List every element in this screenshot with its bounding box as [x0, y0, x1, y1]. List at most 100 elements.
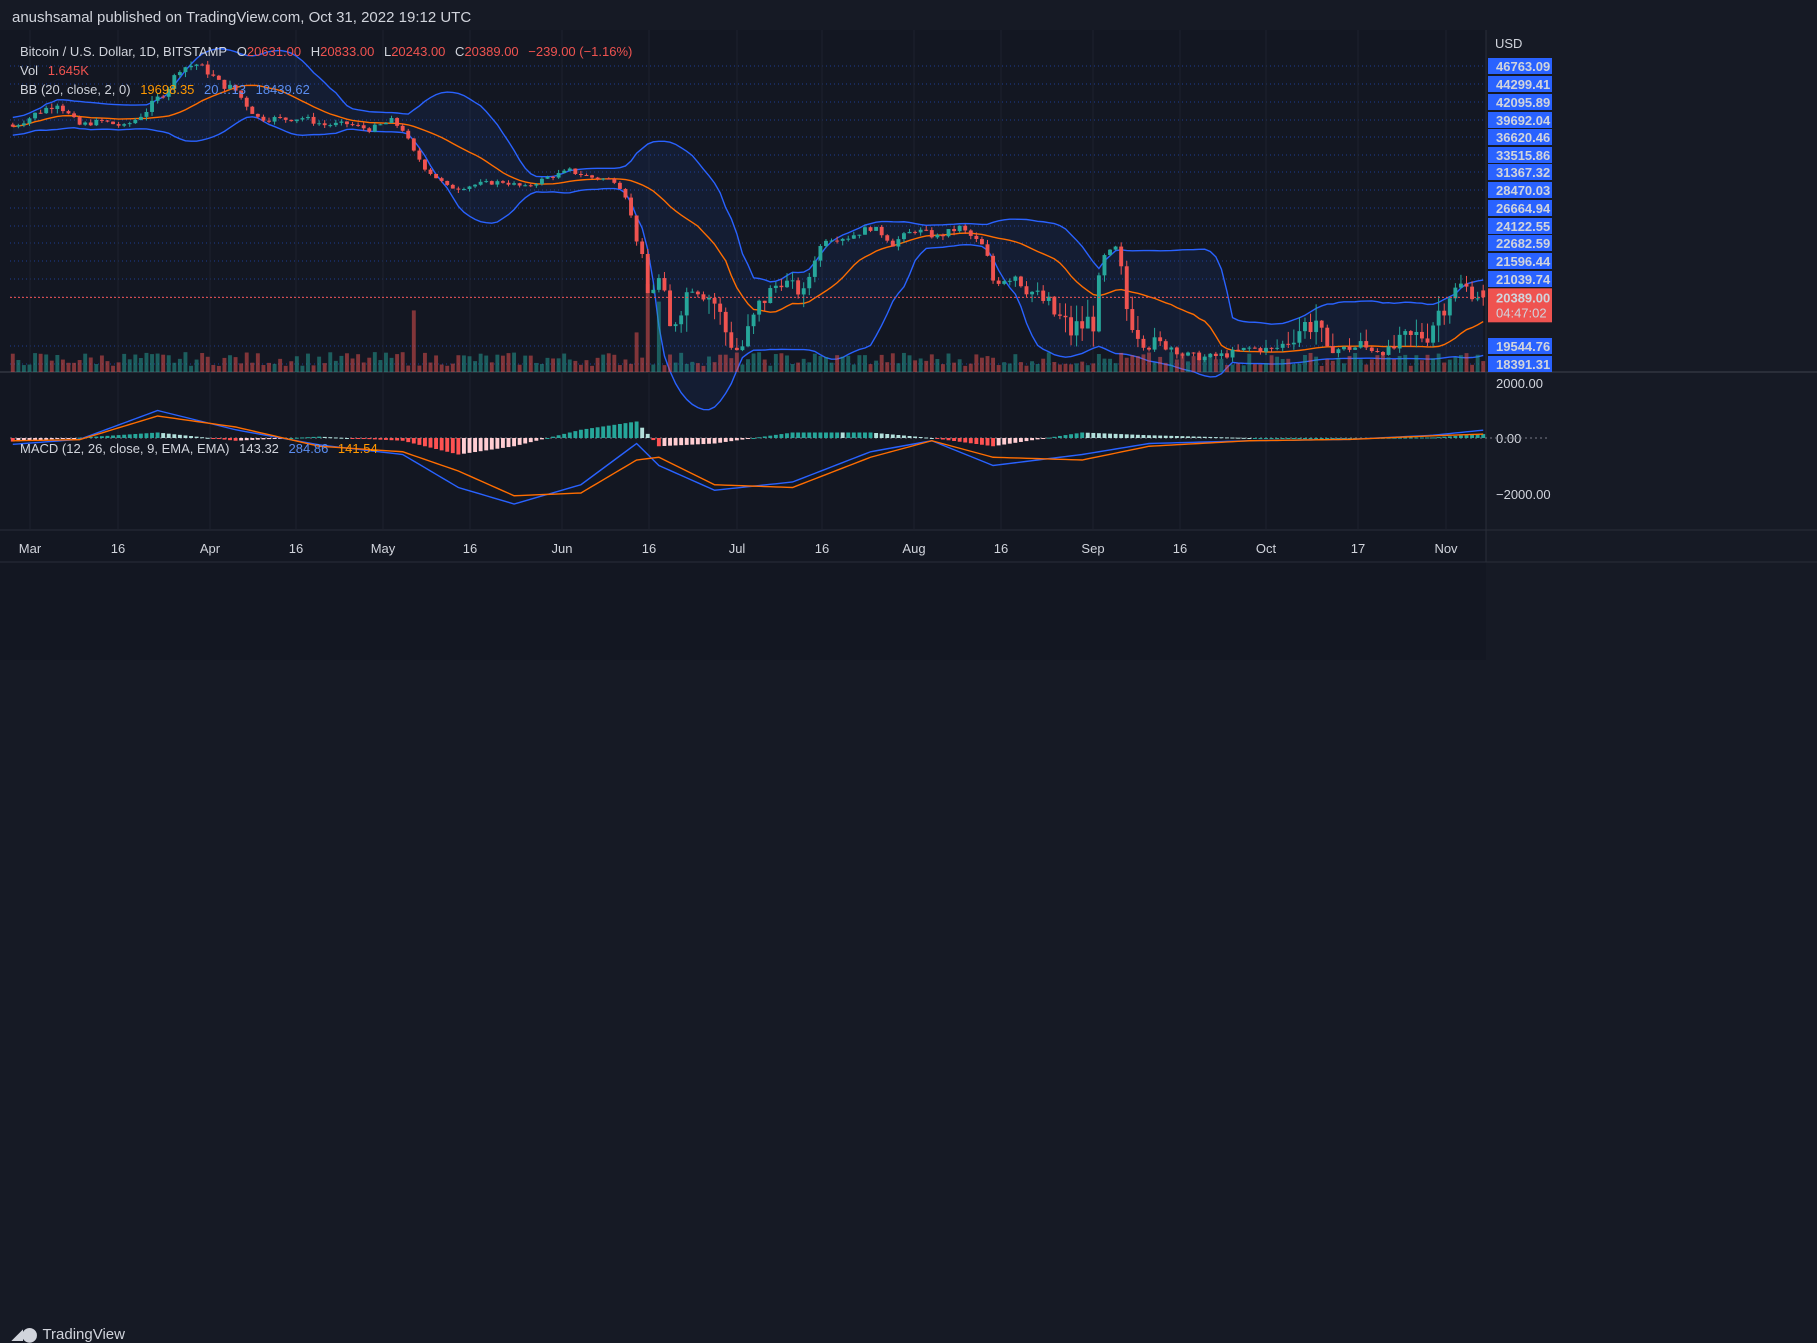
macd-hist-bar — [1414, 437, 1419, 439]
macd-hist-bar — [1481, 434, 1486, 438]
macd-hist-bar — [896, 435, 901, 438]
volume-bar — [389, 357, 394, 372]
macd-hist-bar — [450, 438, 455, 454]
candle-body — [1347, 346, 1352, 350]
volume-bar — [1180, 352, 1185, 372]
macd-hist-bar — [1470, 434, 1475, 438]
time-tick-label: 16 — [1173, 541, 1187, 556]
volume-bar — [1431, 358, 1436, 372]
candle-body — [500, 181, 505, 183]
volume-bar — [1241, 365, 1246, 372]
candle-body — [372, 124, 377, 132]
volume-bar — [623, 359, 628, 372]
volume-bar — [1381, 352, 1385, 372]
macd-hist-bar — [461, 438, 466, 454]
volume-bar — [1369, 359, 1374, 372]
volume-bar — [913, 360, 918, 372]
macd-hist-bar — [172, 434, 177, 438]
volume-bar — [701, 365, 706, 372]
volume-bar — [1219, 358, 1224, 372]
macd-hist-bar — [640, 427, 645, 438]
volume-bar — [1291, 364, 1296, 372]
bb-legend[interactable]: BB (20, close, 2, 0) 19698.35 20…13 1843… — [20, 82, 316, 97]
volume-bar — [1063, 363, 1068, 372]
candle-body — [1291, 342, 1296, 345]
macd-hist-bar — [924, 437, 929, 439]
macd-hist-bar — [1013, 438, 1018, 443]
macd-hist-bar — [150, 432, 154, 438]
candle-body — [935, 234, 940, 238]
macd-hist-bar — [1158, 435, 1163, 438]
volume-bar — [863, 355, 867, 372]
volume-bar — [1108, 358, 1112, 372]
candle-body — [707, 297, 711, 300]
volume-bar — [1342, 363, 1346, 372]
macd-signal-line — [12, 415, 1484, 497]
candle-body — [723, 311, 728, 333]
candle-body — [1458, 283, 1463, 288]
volume-bar — [272, 363, 277, 372]
macd-hist-bar — [211, 438, 216, 439]
candle-body — [907, 231, 912, 234]
candle-body — [194, 64, 199, 66]
macd-hist-bar — [673, 438, 678, 446]
candle-body — [996, 280, 1001, 284]
macd-hist-bar — [1085, 432, 1090, 438]
volume-bar — [656, 301, 661, 372]
macd-hist-bar — [1247, 438, 1252, 439]
candle-body — [99, 119, 104, 121]
candle-body — [300, 118, 305, 120]
volume-bar — [33, 353, 38, 372]
candle-body — [116, 124, 121, 126]
volume-bar — [350, 358, 355, 372]
macd-hist-bar — [38, 438, 43, 440]
volume-bar — [1147, 352, 1151, 372]
candle-body — [216, 75, 221, 80]
candle-body — [1303, 322, 1307, 332]
publisher-line: anushsamal published on TradingView.com,… — [12, 9, 472, 26]
candle-body — [946, 229, 951, 237]
macd-hist-bar — [161, 433, 166, 438]
volume-bar — [55, 354, 60, 372]
candle-body — [534, 184, 539, 186]
symbol-title[interactable]: Bitcoin / U.S. Dollar, 1D, BITSTAMP — [20, 44, 228, 59]
tradingview-logo[interactable]: ◢⬤ TradingView — [12, 1326, 125, 1343]
candle-body — [72, 113, 77, 118]
price-tick-label: 21596.44 — [1496, 254, 1551, 269]
candle-body — [1269, 347, 1274, 349]
price-tick-bg — [1488, 94, 1552, 110]
macd-hist-bar — [573, 431, 578, 438]
ohlc-open: O20631.00 — [236, 44, 302, 59]
candle-body — [1308, 322, 1313, 333]
volume-bar — [801, 358, 806, 372]
candle-body — [595, 177, 600, 180]
macd-hist-bar — [255, 438, 260, 440]
volume-bar — [1264, 363, 1268, 372]
macd-hist-bar — [523, 438, 528, 444]
candle-body — [21, 123, 26, 126]
candle-body — [1169, 347, 1174, 350]
volume-bar — [879, 354, 884, 372]
candle-body — [762, 300, 767, 304]
candle-body — [1475, 298, 1480, 300]
macd-hist-bar — [272, 438, 277, 439]
candle-body — [556, 173, 561, 178]
candle-body — [1225, 353, 1229, 358]
macd-legend[interactable]: MACD (12, 26, close, 9, EMA, EMA) 143.32… — [20, 441, 384, 456]
volume-bars — [10, 284, 1486, 372]
macd-hist-bar — [551, 436, 556, 438]
candle-body — [200, 64, 205, 66]
volume-bar — [450, 363, 455, 372]
macd-hist-bar — [1191, 436, 1196, 438]
volume-bar — [584, 360, 589, 372]
chart-canvas[interactable]: USD 46763.09 44299.41 42095.89 39692.04 36620… — [0, 0, 1817, 695]
candle-body — [617, 182, 622, 189]
candle-body — [1213, 353, 1218, 356]
volume-bar — [1002, 362, 1007, 372]
volume-legend[interactable]: Vol 1.645K — [20, 63, 95, 78]
candle-body — [467, 186, 472, 189]
macd-hist-bar — [478, 438, 483, 452]
candle-body — [601, 178, 606, 180]
candle-body — [506, 182, 511, 185]
candle-body — [317, 123, 322, 125]
